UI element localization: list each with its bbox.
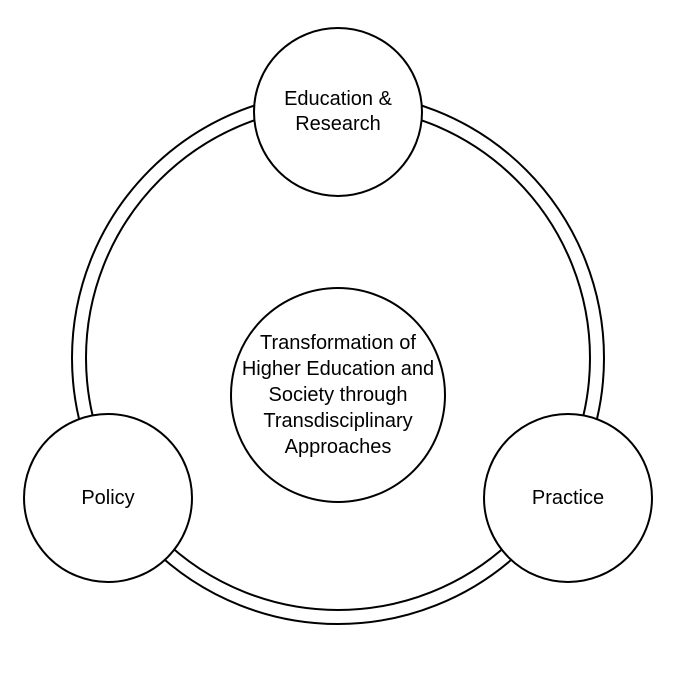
node-education-research-label: Education & Research	[255, 81, 421, 143]
node-practice-label: Practice	[526, 480, 610, 517]
node-education-research: Education & Research	[253, 27, 423, 197]
center-node-label: Transformation of Higher Education and S…	[232, 324, 444, 466]
transformation-diagram: Transformation of Higher Education and S…	[0, 0, 685, 674]
center-node: Transformation of Higher Education and S…	[230, 287, 446, 503]
node-policy: Policy	[23, 413, 193, 583]
node-practice: Practice	[483, 413, 653, 583]
node-policy-label: Policy	[75, 480, 140, 517]
